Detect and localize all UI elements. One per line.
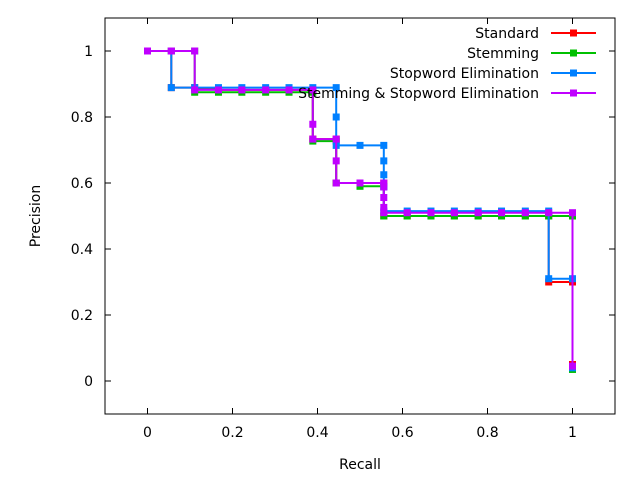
- data-point: [380, 194, 388, 202]
- data-point: [403, 209, 411, 217]
- x-tick-label: 1: [568, 425, 577, 441]
- data-point: [380, 141, 388, 149]
- y-tick-label: 0.8: [71, 110, 93, 126]
- data-point: [356, 179, 364, 187]
- legend: Standard Stemming Stopword Elimination Stem…: [298, 26, 596, 102]
- data-point: [356, 141, 364, 149]
- data-point: [191, 47, 199, 55]
- data-point: [427, 209, 435, 217]
- axis-ticks: 0 0.2 0.4 0.6 0.8 1 0 0.2 0.4 0.6 0.8 1: [71, 18, 615, 441]
- data-point: [309, 135, 317, 143]
- plot-frame: [104, 17, 616, 415]
- y-tick-label: 0.2: [71, 308, 93, 324]
- data-point: [238, 86, 246, 94]
- data-point: [569, 362, 576, 370]
- data-point: [309, 120, 317, 128]
- series-3: [144, 47, 576, 370]
- data-point: [545, 209, 553, 217]
- data-point: [450, 209, 458, 217]
- data-point: [191, 86, 199, 94]
- legend-swatch-marker: [570, 49, 577, 57]
- y-tick-label: 1: [84, 44, 93, 60]
- data-point: [332, 179, 340, 187]
- x-tick-label: 0.6: [391, 425, 413, 441]
- data-point: [167, 84, 175, 92]
- legend-label: Standard: [475, 26, 539, 42]
- x-tick-label: 0.2: [221, 425, 243, 441]
- x-axis-label: Recall: [339, 457, 381, 473]
- data-point: [569, 209, 576, 217]
- legend-swatch-marker: [570, 89, 577, 97]
- legend-label: Stopword Elimination: [390, 66, 539, 82]
- x-tick-label: 0.8: [476, 425, 498, 441]
- data-point: [380, 157, 388, 165]
- series-layer: [144, 47, 576, 373]
- x-tick-label: 0: [143, 425, 152, 441]
- data-point: [214, 86, 222, 94]
- data-point: [285, 86, 293, 94]
- data-point: [167, 47, 175, 55]
- legend-swatch-marker: [570, 69, 577, 77]
- data-point: [144, 47, 151, 55]
- legend-label: Stemming: [467, 46, 539, 62]
- data-point: [332, 157, 340, 165]
- data-point: [332, 135, 340, 143]
- data-point: [262, 86, 270, 94]
- data-point: [545, 275, 553, 283]
- legend-swatch-marker: [570, 29, 577, 37]
- data-point: [332, 84, 340, 92]
- series-line: [147, 50, 574, 368]
- data-point: [498, 209, 506, 217]
- y-tick-label: 0.4: [71, 242, 93, 258]
- y-axis-label: Precision: [28, 185, 44, 247]
- data-point: [380, 179, 388, 187]
- data-point: [380, 209, 388, 217]
- data-point: [380, 171, 388, 179]
- data-point: [521, 209, 529, 217]
- y-tick-label: 0.6: [71, 176, 93, 192]
- x-tick-label: 0.4: [306, 425, 328, 441]
- data-point: [474, 209, 482, 217]
- y-tick-label: 0: [84, 374, 93, 390]
- data-point: [380, 203, 388, 211]
- data-point: [332, 113, 340, 121]
- data-point: [309, 86, 317, 94]
- legend-label: Stemming & Stopword Elimination: [298, 86, 539, 102]
- data-point: [380, 183, 388, 191]
